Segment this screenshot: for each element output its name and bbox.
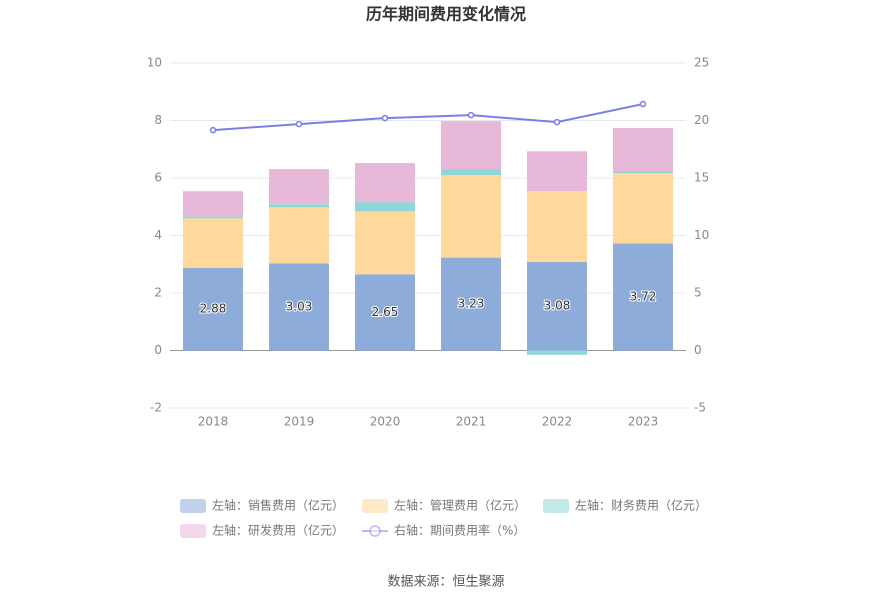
line-point (639, 100, 647, 108)
bar (613, 127, 673, 172)
bar (613, 173, 673, 244)
bar (183, 218, 243, 268)
bar (183, 267, 243, 351)
bar (527, 151, 587, 192)
data-label: 2.88 (200, 302, 227, 316)
y2-tick-label: -5 (694, 401, 706, 415)
bar (527, 350, 587, 355)
bar (183, 216, 243, 219)
bar (441, 169, 501, 176)
x-tick-label: 2020 (370, 415, 401, 429)
bar (269, 204, 329, 208)
source: 数据来源：恒生聚源 (387, 575, 504, 590)
legend-label: 左轴：销售费用（亿元） (212, 498, 344, 513)
bar (355, 274, 415, 351)
line-point (295, 120, 303, 128)
y-tick-label: 2 (154, 286, 162, 300)
line-point (553, 118, 561, 126)
x-tick-label: 2019 (284, 415, 315, 429)
y-tick-label: 8 (154, 113, 162, 127)
legend-swatch (543, 499, 569, 513)
legend-label: 左轴：财务费用（亿元） (575, 498, 707, 513)
bar (527, 191, 587, 262)
data-label: 2.65 (372, 305, 399, 319)
data-label: 3.08 (544, 299, 571, 313)
legend-label: 左轴：研发费用（亿元） (212, 523, 344, 538)
bar (269, 263, 329, 351)
bar (183, 191, 243, 217)
legend-swatch (180, 524, 206, 538)
y2-tick-label: 10 (694, 228, 709, 242)
y2-tick-label: 25 (694, 56, 709, 70)
line-point (209, 126, 217, 134)
line-point (381, 114, 389, 122)
data-label: 3.72 (630, 290, 657, 304)
legend-label: 左轴：管理费用（亿元） (394, 498, 526, 513)
y-tick-label: 0 (154, 343, 162, 357)
bar (355, 202, 415, 212)
bar (613, 171, 673, 174)
y2-tick-label: 15 (694, 171, 709, 185)
y-tick-label: 6 (154, 171, 162, 185)
data-label: 3.23 (458, 297, 485, 311)
x-tick-label: 2021 (456, 415, 487, 429)
legend-swatch (180, 499, 206, 513)
bar (355, 163, 415, 203)
x-tick-label: 2022 (542, 415, 573, 429)
bar (527, 261, 587, 351)
y-tick-label: -2 (150, 401, 162, 415)
y-tick-label: 4 (154, 228, 162, 242)
legend-swatch (369, 525, 381, 537)
bar (269, 169, 329, 205)
bar (441, 175, 501, 258)
bar (613, 243, 673, 351)
legend-label: 右轴：期间费用率（%） (394, 523, 525, 538)
line-point (467, 111, 475, 119)
bar (269, 207, 329, 264)
bar (441, 257, 501, 351)
line (212, 103, 644, 132)
chart-title: 历年期间费用变化情况 (366, 5, 526, 24)
x-tick-label: 2018 (198, 415, 229, 429)
y-tick-label: 10 (147, 56, 162, 70)
y2-tick-label: 20 (694, 113, 709, 127)
y2-tick-label: 5 (694, 286, 702, 300)
bar (441, 121, 501, 170)
legend-swatch (362, 499, 388, 513)
data-label: 3.03 (286, 299, 313, 313)
y2-tick-label: 0 (694, 343, 702, 357)
x-tick-label: 2023 (628, 415, 659, 429)
bar (355, 211, 415, 275)
